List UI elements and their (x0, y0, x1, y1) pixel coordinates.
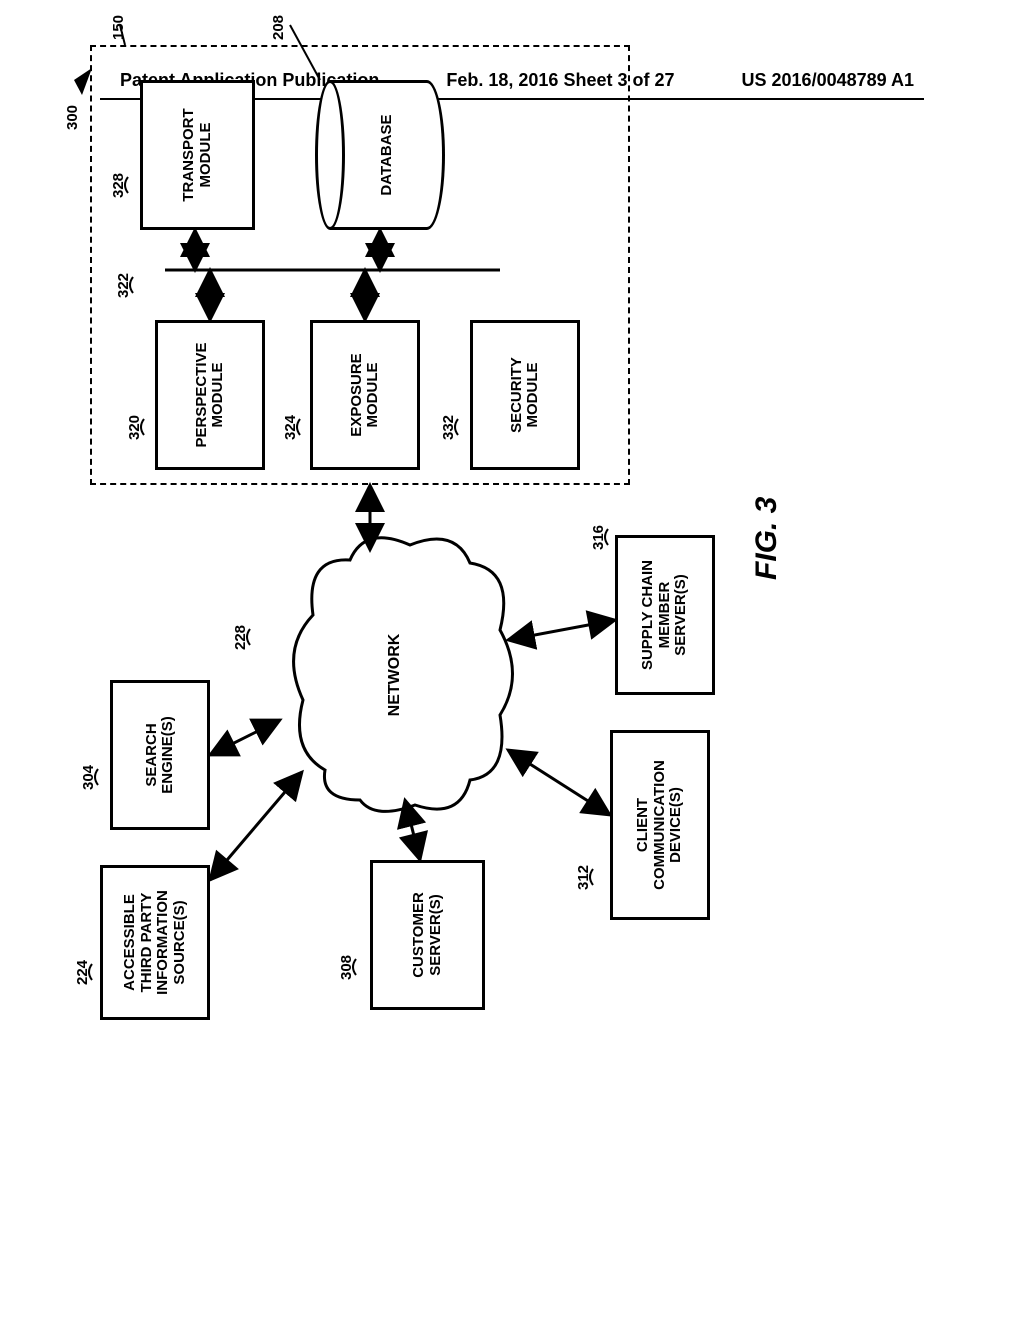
ref-324-tick (297, 419, 300, 435)
ref-312-tick (590, 869, 593, 885)
edge-search-network (210, 720, 280, 755)
ref-300-arrowhead (74, 68, 92, 95)
ref-320-tick (141, 419, 144, 435)
ref-322-tick (130, 277, 133, 293)
edge-client-network (508, 750, 610, 815)
edges-layer (70, 10, 770, 1040)
ref-328-tick (125, 177, 128, 193)
ref-308-tick (353, 959, 356, 975)
page: Patent Application Publication Feb. 18, … (0, 0, 1024, 1320)
ref-150-leader (120, 25, 125, 45)
ref-208-leader (290, 25, 320, 80)
figure-3-diagram: NETWORK ACCESSIBLE THIRD PARTY INFORMATI… (70, 10, 770, 1040)
ref-304-tick (95, 769, 98, 785)
network-label: NETWORK (386, 634, 404, 717)
ref-224-tick (89, 964, 92, 980)
ref-228-tick (247, 629, 250, 645)
edge-accessible-network (210, 772, 302, 880)
edge-customer-network (405, 800, 420, 860)
edge-supply-network (508, 620, 615, 640)
ref-316-tick (605, 529, 608, 545)
ref-332-tick (455, 419, 458, 435)
